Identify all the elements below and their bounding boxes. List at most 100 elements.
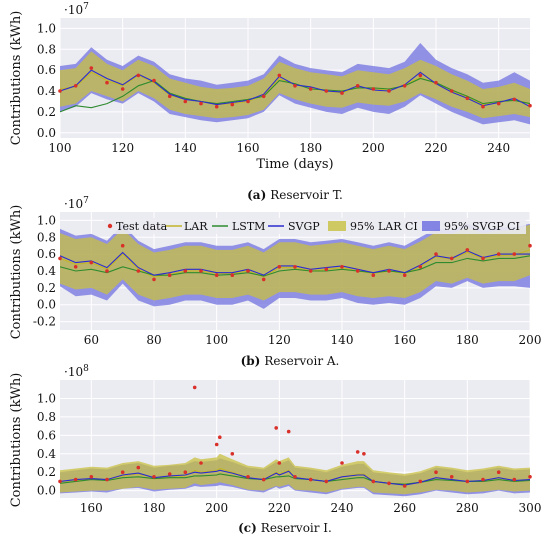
- x-tick-label: 80: [146, 333, 161, 347]
- test-data-point: [277, 265, 282, 269]
- y-tick-label: 1.0: [37, 213, 56, 227]
- test-data-point: [58, 256, 62, 261]
- band-95-lar-ci: [60, 224, 530, 301]
- test-data-point: [230, 102, 235, 107]
- test-data-point: [402, 273, 407, 278]
- x-tick-label: 180: [299, 141, 322, 155]
- test-data-point: [340, 461, 344, 465]
- y-tick-label: 0.0: [37, 484, 56, 498]
- test-data-point: [73, 477, 78, 482]
- test-data-point: [246, 269, 250, 273]
- caption-text: Reservoir I.: [261, 521, 332, 535]
- test-data-point: [261, 94, 266, 99]
- y-tick-label: -0.2: [33, 315, 56, 329]
- test-data-point: [277, 461, 282, 465]
- y-multiplier: ·107: [64, 2, 89, 17]
- test-data-point: [449, 256, 454, 261]
- y-tick-labels: -0.2 0.0 0.2 0.4 0.6 0.8 1.0: [33, 213, 56, 328]
- test-data-point: [293, 265, 297, 269]
- x-tick-label: 180: [143, 501, 166, 515]
- test-data-point: [293, 475, 297, 479]
- x-tick-label: 300: [519, 501, 542, 515]
- caption-label: (c): [238, 521, 257, 535]
- test-data-point: [449, 89, 454, 93]
- test-data-point: [371, 479, 376, 484]
- test-data-point: [230, 452, 235, 456]
- test-data-point: [418, 73, 423, 78]
- test-data-point: [324, 89, 329, 93]
- y-tick-label: 0.0: [37, 126, 56, 140]
- test-data-point: [308, 477, 313, 482]
- test-data-point: [214, 442, 219, 447]
- test-data-point: [449, 475, 454, 479]
- test-data-point: [167, 472, 172, 476]
- x-tick-label: 200: [205, 501, 228, 515]
- x-tick-label: 160: [80, 501, 103, 515]
- y-tick-label: 0.8: [37, 230, 56, 244]
- test-data-point: [481, 477, 485, 482]
- test-data-point: [199, 101, 203, 106]
- legend-lstm-label: LSTM: [232, 220, 265, 233]
- test-data-point: [199, 269, 203, 273]
- test-data-point: [214, 273, 219, 278]
- panel-caption: (c) Reservoir I.: [238, 521, 332, 535]
- caption-label: (b): [241, 354, 261, 368]
- legend-lar-label: LAR: [184, 220, 208, 233]
- x-tick-label: 120: [111, 141, 134, 155]
- y-axis-label: Contributions (kWh): [9, 11, 24, 146]
- test-data-point: [277, 73, 282, 78]
- test-data-point: [340, 91, 344, 95]
- y-tick-label: 0.6: [37, 63, 56, 77]
- x-tick-label: 160: [393, 333, 416, 347]
- test-data-point: [512, 97, 517, 102]
- test-data-point: [387, 269, 391, 273]
- test-data-point: [528, 475, 532, 479]
- test-data-point: [105, 477, 109, 482]
- test-data-point: [167, 273, 172, 278]
- x-tick-label: 280: [456, 501, 479, 515]
- test-data-point: [120, 243, 125, 248]
- legend-svgp-label: SVGP: [288, 220, 320, 233]
- test-data-point: [355, 84, 360, 88]
- test-data-point: [308, 269, 313, 273]
- test-data-point: [89, 66, 94, 70]
- y-tick-label: 0.4: [37, 84, 56, 98]
- y-multiplier: ·108: [64, 364, 89, 379]
- y-tick-label: 0.2: [37, 281, 56, 295]
- test-data-point: [402, 484, 407, 488]
- test-data-point: [387, 89, 391, 93]
- test-data-point: [246, 475, 250, 479]
- x-tick-label: 240: [487, 141, 510, 155]
- y-axis-label: Contributions (kWh): [9, 373, 24, 508]
- test-data-point: [246, 99, 250, 104]
- x-tick-labels: 60 80 100 120 140 160 180 200: [84, 333, 542, 347]
- x-tick-label: 100: [205, 333, 228, 347]
- test-data-point: [152, 78, 156, 83]
- test-data-point: [308, 87, 313, 91]
- test-data-point: [89, 260, 94, 265]
- x-tick-label: 240: [331, 501, 354, 515]
- x-tick-label: 200: [519, 333, 542, 347]
- test-data-point: [528, 103, 532, 108]
- test-data-point: [371, 273, 376, 278]
- test-data-point: [152, 475, 156, 479]
- legend: Test data LAR LSTM SVGP 95% LAR CI 95% S…: [104, 218, 526, 234]
- x-axis-label: Time (days): [256, 157, 333, 172]
- test-data-point: [183, 470, 188, 475]
- y-tick-labels: 0.0 0.2 0.4 0.6 0.8 1.0: [37, 391, 56, 497]
- test-data-point: [340, 265, 344, 269]
- y-axis-label: Contributions (kWh): [9, 205, 24, 340]
- test-data-point: [136, 269, 141, 273]
- test-data-point: [355, 269, 360, 273]
- panel-caption: (b) Reservoir A.: [241, 354, 340, 368]
- test-data-point: [214, 104, 219, 109]
- legend-test-data-label: Test data: [116, 220, 168, 233]
- test-data-point: [465, 479, 470, 484]
- panel-reservoir-a: 60 80 100 120 140 160 180 200 -0.2 0.0 0.2 0.4 0.6 0…: [9, 196, 541, 368]
- panel-reservoir-t: 100 120 140 160 180 200 220 240 0.0 0.2 0.4 0.6 0.8…: [9, 2, 532, 202]
- test-data-point: [434, 80, 438, 85]
- x-tick-label: 200: [362, 141, 385, 155]
- test-data-point: [481, 104, 485, 109]
- test-data-point: [230, 273, 235, 278]
